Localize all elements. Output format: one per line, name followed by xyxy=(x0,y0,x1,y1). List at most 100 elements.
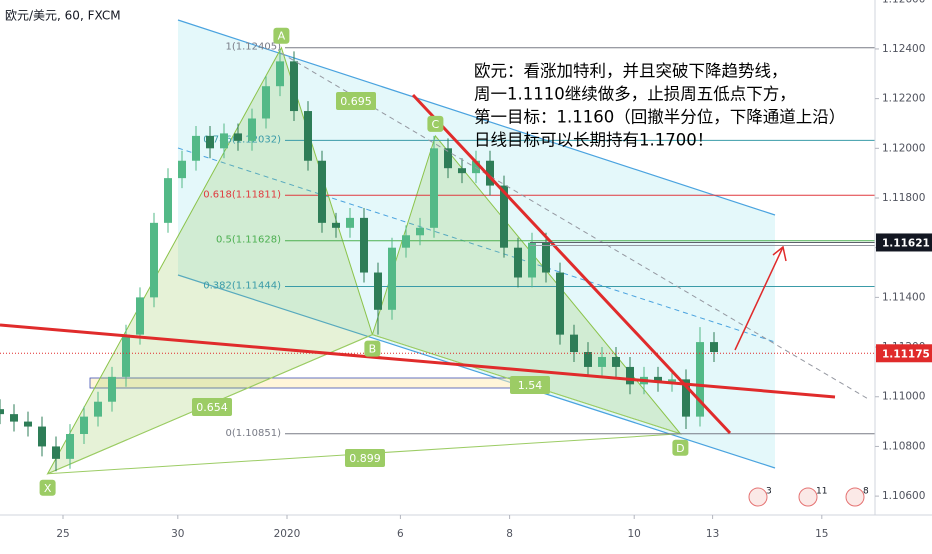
annotation-line: 周一1.1110继续做多，止损周五低点下方， xyxy=(474,85,796,104)
y-tick-label: 1.10800 xyxy=(882,440,925,452)
candle-body xyxy=(430,148,438,228)
y-tick-label: 1.11400 xyxy=(882,291,925,303)
fib-label: 0.618(1.11811) xyxy=(203,189,281,200)
candle-body xyxy=(0,409,4,415)
candle-body xyxy=(598,356,606,367)
candle-body xyxy=(290,61,298,112)
x-tick-label: 6 xyxy=(397,528,404,540)
candle-body xyxy=(262,86,270,119)
labels: 欧元/美元, 60, FXCM X A B C D 0.695 0.654 1.54 0.899… xyxy=(5,9,869,507)
point-badge xyxy=(427,115,444,132)
arrow-head xyxy=(772,245,787,262)
candle-body xyxy=(108,376,116,402)
x-tick-label: 25 xyxy=(56,528,69,540)
channel-bottom xyxy=(177,274,776,469)
point-label: A xyxy=(278,30,286,43)
candle-body xyxy=(248,118,256,141)
x-tick-label: 2020 xyxy=(274,528,301,540)
candle-body xyxy=(472,160,480,174)
y-tick-label: 1.11800 xyxy=(882,192,925,204)
candle-body xyxy=(38,426,46,447)
price-axis-bg xyxy=(875,0,932,550)
candle-body xyxy=(682,379,690,417)
trend-dashed xyxy=(280,52,871,401)
candle-body xyxy=(402,235,410,248)
candle-body xyxy=(206,135,214,149)
x-tick-label: 13 xyxy=(706,528,719,540)
candle-body xyxy=(80,416,88,435)
y-tick-label: 1.12600 xyxy=(882,0,925,5)
trend-red xyxy=(0,323,836,399)
candle-body xyxy=(542,242,550,273)
fib-label: 0.382(1.11444) xyxy=(203,280,281,291)
ratio-label: 1.54 xyxy=(518,379,543,392)
x-tick-label: 10 xyxy=(628,528,641,540)
candle-body xyxy=(178,160,186,179)
candle-body xyxy=(556,272,564,335)
candle-body xyxy=(122,334,130,377)
candle-body xyxy=(346,217,354,228)
event-icon xyxy=(798,487,818,507)
annotation-line: 欧元：看涨加特利，并且突破下降趋势线， xyxy=(474,62,788,81)
candle-body xyxy=(612,356,620,367)
fib-label: 0.5(1.11628) xyxy=(216,235,281,246)
arrow xyxy=(734,246,784,351)
candle-body xyxy=(66,434,74,459)
event-count: 3 xyxy=(766,487,772,497)
y-tick-label: 1.12400 xyxy=(882,43,925,55)
event-icon xyxy=(845,487,865,507)
y-tick-label: 1.11000 xyxy=(882,391,925,403)
ratio-badge xyxy=(510,376,550,394)
candle-body xyxy=(220,133,228,149)
y-tick-label: 1.10600 xyxy=(882,490,925,502)
point-badge xyxy=(39,479,56,496)
channel-fill xyxy=(178,20,775,468)
candle-body xyxy=(360,217,368,273)
candle-body xyxy=(150,222,158,298)
fib-label: 0.786(1.12032) xyxy=(203,134,281,145)
point-badge xyxy=(273,27,290,44)
event-icon xyxy=(748,487,768,507)
candle-body xyxy=(164,178,172,223)
x-tick-label: 30 xyxy=(171,528,184,540)
ratio-label: 0.695 xyxy=(340,95,372,108)
last-price-label: 1.11175 xyxy=(882,348,930,360)
x-tick-label: 8 xyxy=(506,528,513,540)
chart-title: 欧元/美元, 60, FXCM xyxy=(5,9,121,23)
candle-body xyxy=(696,342,704,417)
candle-body xyxy=(528,242,536,278)
point-badge xyxy=(672,439,689,456)
channel-mid xyxy=(177,147,776,343)
candle-body xyxy=(24,421,32,427)
drawings-back xyxy=(89,19,776,469)
candles xyxy=(0,48,718,472)
candle-body xyxy=(332,222,340,228)
channel-top xyxy=(177,19,776,216)
candle-body xyxy=(584,352,592,367)
point-badge xyxy=(364,340,381,357)
event-count: 8 xyxy=(863,487,869,497)
candle-body xyxy=(416,227,424,236)
ratio-label: 0.899 xyxy=(349,452,381,465)
point-label: X xyxy=(44,482,52,495)
trend-red-steep xyxy=(411,93,732,435)
fib-label: 1(1.12405) xyxy=(225,42,281,53)
candle-body xyxy=(234,133,242,141)
fib: 1(1.12405) 0.786(1.12032) 0.618(1.11811) 0.… xyxy=(203,42,875,439)
candle-body xyxy=(318,160,326,223)
candle-body xyxy=(486,160,494,186)
annotation-line: 第一目标：1.1160（回撤半分位，下降通道上沿） xyxy=(474,108,845,127)
candle-body xyxy=(654,376,662,382)
annotation-line: 日线目标可以长期持有1.1700！ xyxy=(474,131,713,150)
y-tick-label: 1.12200 xyxy=(882,93,925,105)
point-label: D xyxy=(676,442,684,455)
candle-body xyxy=(626,366,634,385)
point-label: B xyxy=(369,343,377,356)
candle-body xyxy=(276,61,284,87)
ratio-label: 0.654 xyxy=(196,401,228,414)
point-label: C xyxy=(432,118,440,131)
candle-body xyxy=(458,168,466,174)
candle-body xyxy=(94,401,102,417)
